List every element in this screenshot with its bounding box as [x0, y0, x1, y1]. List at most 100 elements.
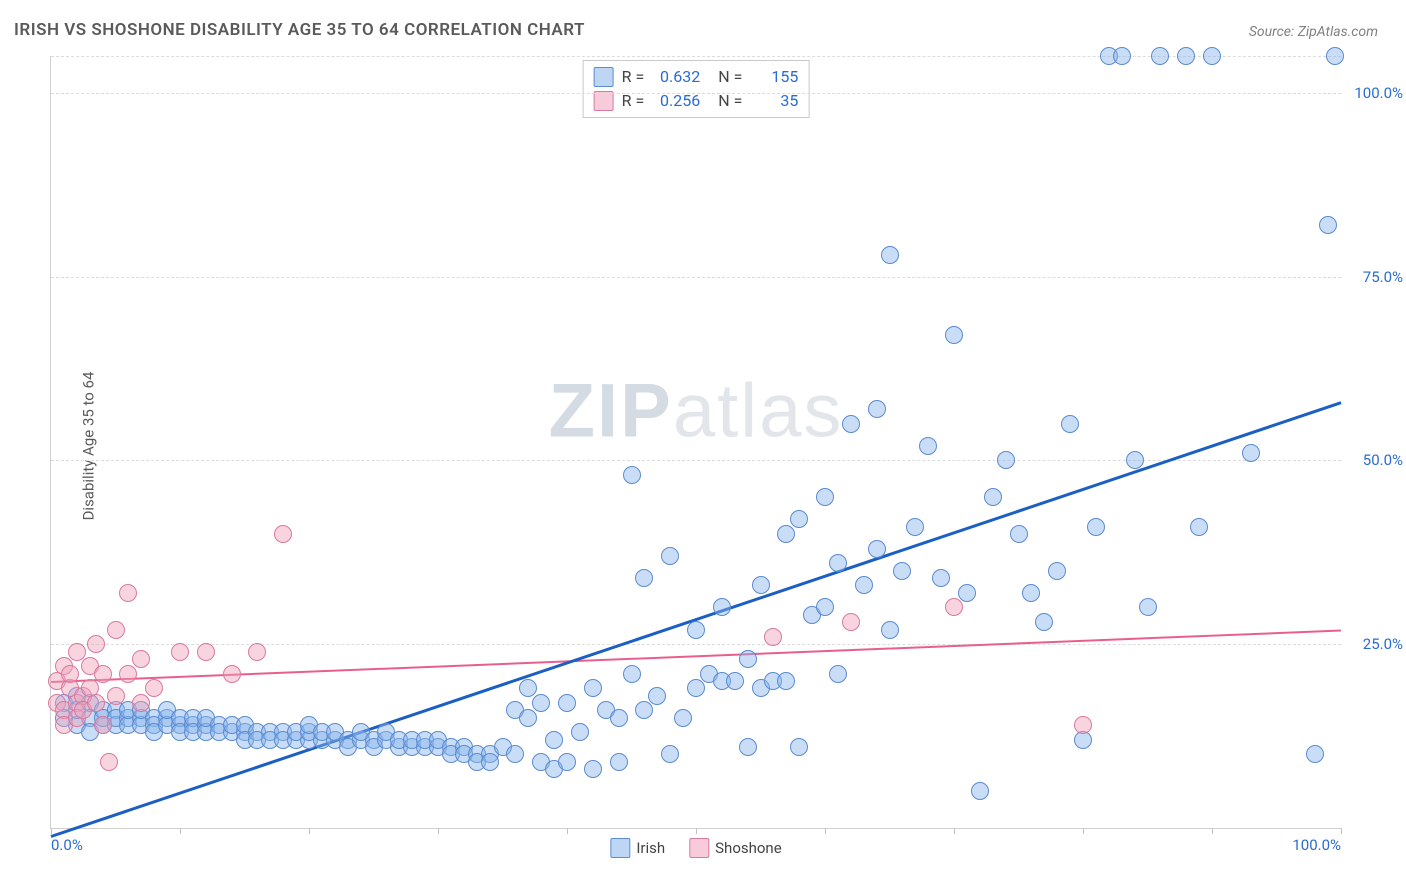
- data-point-irish: [739, 738, 757, 756]
- data-point-irish: [1306, 745, 1324, 763]
- n-label: N =: [718, 65, 742, 89]
- x-tick: [825, 828, 826, 834]
- data-point-irish: [855, 576, 873, 594]
- r-label: R =: [622, 65, 645, 89]
- x-tick: [1212, 828, 1213, 834]
- data-point-shoshone: [171, 643, 189, 661]
- scatter-plot: ZIPatlas R = 0.632 N = 155 R = 0.256 N =…: [50, 56, 1341, 829]
- data-point-irish: [661, 547, 679, 565]
- data-point-irish: [1022, 584, 1040, 602]
- gridline: [51, 93, 1341, 94]
- data-point-shoshone: [119, 584, 137, 602]
- data-point-shoshone: [945, 598, 963, 616]
- legend-label-shoshone: Shoshone: [715, 839, 782, 857]
- data-point-irish: [1242, 444, 1260, 462]
- data-point-irish: [1203, 47, 1221, 65]
- data-point-irish: [674, 709, 692, 727]
- data-point-irish: [829, 665, 847, 683]
- x-tick: [438, 828, 439, 834]
- data-point-irish: [868, 400, 886, 418]
- data-point-shoshone: [132, 694, 150, 712]
- data-point-irish: [997, 451, 1015, 469]
- x-tick: [954, 828, 955, 834]
- gridline: [51, 277, 1341, 278]
- x-tick-label: 100.0%: [1292, 836, 1341, 854]
- data-point-shoshone: [107, 687, 125, 705]
- data-point-irish: [1087, 518, 1105, 536]
- swatch-irish: [610, 838, 630, 858]
- data-point-shoshone: [145, 679, 163, 697]
- x-tick: [309, 828, 310, 834]
- data-point-shoshone: [274, 525, 292, 543]
- data-point-irish: [1177, 47, 1195, 65]
- data-point-irish: [610, 753, 628, 771]
- data-point-irish: [584, 679, 602, 697]
- data-point-irish: [623, 665, 641, 683]
- n-value-irish: 155: [750, 65, 798, 89]
- bottom-legend: Irish Shoshone: [610, 838, 781, 858]
- data-point-irish: [635, 569, 653, 587]
- data-point-irish: [893, 562, 911, 580]
- data-point-shoshone: [87, 694, 105, 712]
- data-point-shoshone: [61, 665, 79, 683]
- data-point-irish: [790, 510, 808, 528]
- data-point-irish: [1190, 518, 1208, 536]
- stats-legend-box: R = 0.632 N = 155 R = 0.256 N = 35: [583, 60, 810, 118]
- data-point-shoshone: [68, 643, 86, 661]
- data-point-shoshone: [248, 643, 266, 661]
- data-point-irish: [1126, 451, 1144, 469]
- data-point-shoshone: [94, 716, 112, 734]
- r-value-irish: 0.632: [652, 65, 700, 89]
- y-tick-label: 50.0%: [1348, 451, 1403, 469]
- data-point-shoshone: [119, 665, 137, 683]
- data-point-irish: [829, 554, 847, 572]
- gridline: [51, 56, 1341, 57]
- data-point-shoshone: [197, 643, 215, 661]
- watermark: ZIPatlas: [549, 368, 844, 455]
- data-point-irish: [713, 598, 731, 616]
- data-point-irish: [971, 782, 989, 800]
- data-point-irish: [1048, 562, 1066, 580]
- data-point-shoshone: [100, 753, 118, 771]
- x-tick: [696, 828, 697, 834]
- data-point-irish: [558, 753, 576, 771]
- x-tick-label: 0.0%: [51, 836, 83, 854]
- data-point-irish: [1151, 47, 1169, 65]
- data-point-irish: [881, 246, 899, 264]
- swatch-irish: [594, 67, 614, 87]
- y-tick-label: 75.0%: [1348, 268, 1403, 286]
- data-point-irish: [571, 723, 589, 741]
- x-tick: [1341, 828, 1342, 834]
- data-point-shoshone: [842, 613, 860, 631]
- data-point-irish: [1326, 47, 1344, 65]
- data-point-irish: [532, 694, 550, 712]
- data-point-shoshone: [107, 621, 125, 639]
- data-point-irish: [881, 621, 899, 639]
- data-point-irish: [777, 525, 795, 543]
- data-point-shoshone: [223, 665, 241, 683]
- gridline: [51, 460, 1341, 461]
- data-point-irish: [919, 437, 937, 455]
- data-point-irish: [506, 745, 524, 763]
- data-point-irish: [726, 672, 744, 690]
- data-point-irish: [932, 569, 950, 587]
- legend-item-irish: Irish: [610, 838, 665, 858]
- data-point-irish: [1113, 47, 1131, 65]
- x-tick: [567, 828, 568, 834]
- stats-row-irish: R = 0.632 N = 155: [594, 65, 799, 89]
- data-point-irish: [777, 672, 795, 690]
- data-point-irish: [584, 760, 602, 778]
- data-point-irish: [687, 621, 705, 639]
- data-point-irish: [481, 753, 499, 771]
- data-point-irish: [868, 540, 886, 558]
- data-point-irish: [752, 576, 770, 594]
- data-point-irish: [816, 488, 834, 506]
- data-point-irish: [545, 731, 563, 749]
- data-point-irish: [842, 415, 860, 433]
- data-point-irish: [945, 326, 963, 344]
- data-point-irish: [558, 694, 576, 712]
- data-point-irish: [1319, 216, 1337, 234]
- data-point-irish: [1010, 525, 1028, 543]
- data-point-irish: [519, 709, 537, 727]
- data-point-irish: [816, 598, 834, 616]
